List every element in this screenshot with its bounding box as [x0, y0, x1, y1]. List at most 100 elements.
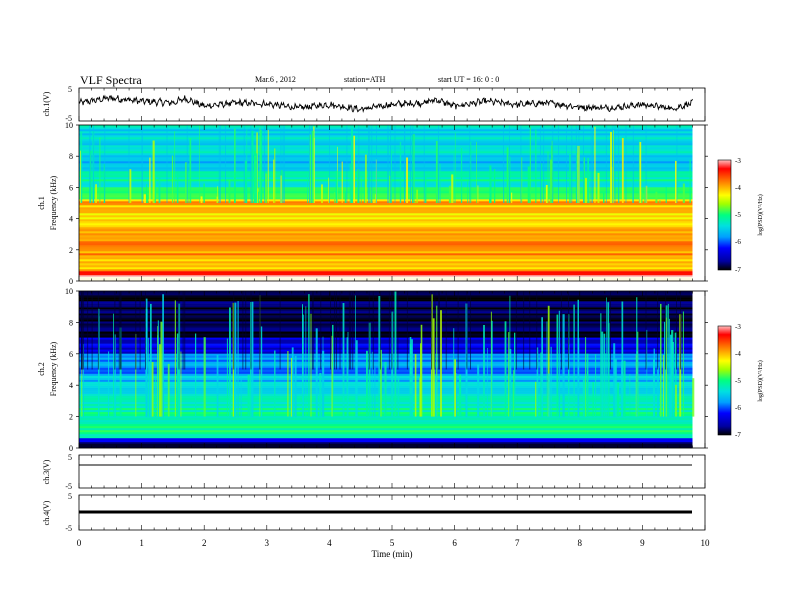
spectrogram-gap: [371, 125, 373, 203]
spectrogram-band: [79, 201, 693, 204]
spectrogram-burst: [195, 333, 197, 417]
spectrogram-burst: [347, 331, 349, 417]
spectrogram-band: [79, 171, 693, 174]
start-time-label: start UT = 16: 0 : 0: [438, 75, 499, 84]
spectrogram-band: [79, 263, 693, 266]
spectrogram-gap: [676, 291, 677, 370]
spectrogram-burst: [290, 358, 293, 417]
spectrogram-gap: [536, 291, 538, 370]
spectrogram-gap: [87, 291, 89, 370]
spectrogram-gap: [434, 291, 436, 370]
spectrogram-gap: [509, 125, 510, 203]
spectrogram-burst: [258, 191, 259, 203]
spectrogram-gap: [657, 291, 659, 370]
spectrogram-burst: [247, 374, 250, 417]
spectrogram-burst: [372, 201, 375, 203]
spectrogram-low-band: [79, 277, 693, 281]
ch4-ytick-top: 5: [68, 492, 72, 501]
spectrogram-burst: [514, 332, 516, 417]
spectrogram-band: [79, 179, 693, 182]
spectrogram-band: [79, 357, 693, 360]
spectrogram-gap: [348, 291, 350, 370]
spectrogram-burst: [157, 320, 159, 417]
spectrogram-band: [79, 331, 693, 334]
spectrogram-burst: [504, 321, 507, 417]
spectrogram-burst: [613, 130, 614, 203]
spectrogram-gap: [376, 125, 377, 203]
spectrogram-band: [79, 437, 693, 441]
ch2-freq-ticks: 0 2 4 6 8 10: [65, 287, 708, 453]
spectrogram-gap: [120, 291, 122, 370]
spectrogram-burst: [81, 356, 83, 417]
spectrogram-burst: [494, 169, 496, 203]
spectrogram-band: [79, 429, 693, 433]
spectrogram-gap: [309, 125, 310, 203]
spectrogram-burst: [558, 310, 560, 417]
spectrogram-low-band: [79, 444, 693, 448]
spectrogram-burst: [411, 339, 413, 417]
spectrogram-burst: [583, 157, 585, 203]
spectrogram-burst: [601, 331, 604, 417]
spectrogram-burst: [541, 317, 543, 417]
cb2-tick-m4: -4: [735, 350, 741, 358]
spectrogram-burst: [636, 351, 638, 417]
time-tick-label: 6: [452, 538, 457, 548]
spectrogram-burst: [200, 196, 203, 203]
spectrogram-band: [79, 169, 693, 172]
spectrogram-band: [79, 239, 693, 242]
spectrogram-gap: [320, 291, 322, 370]
spectrogram-gap: [119, 291, 121, 370]
spectrogram-band: [79, 313, 693, 316]
spectrogram-burst: [613, 343, 616, 417]
spectrogram-burst: [246, 129, 248, 203]
spectrogram-band: [79, 341, 693, 344]
spectrogram-burst: [203, 337, 206, 417]
spectrogram-band: [79, 205, 693, 208]
spectrogram-gap: [311, 125, 312, 203]
spectrogram-band: [79, 333, 693, 336]
spectrogram-burst: [260, 130, 263, 203]
spectrogram-band: [79, 299, 693, 302]
spectrogram-burst: [508, 332, 510, 417]
spectrogram-band: [79, 161, 693, 164]
ch3-ytick-bottom: -5: [65, 482, 72, 491]
spectrogram-burst: [217, 186, 218, 203]
spectrogram-burst: [302, 304, 303, 417]
spectrogram-band: [79, 215, 693, 218]
spectrogram-burst: [621, 138, 624, 203]
time-tick-label: 2: [202, 538, 207, 548]
spectrogram-burst: [621, 361, 623, 417]
spectrogram-band: [79, 127, 693, 130]
spectrogram-gap: [372, 291, 374, 370]
spectrogram-burst: [511, 192, 513, 203]
spectrogram-burst: [259, 127, 261, 203]
spectrogram-burst: [274, 350, 276, 417]
spectrogram-gap: [529, 291, 531, 370]
spectrogram-burst: [664, 321, 666, 417]
spectrogram-burst: [603, 193, 605, 203]
spectrogram-gap: [279, 291, 281, 370]
spectrogram-band: [79, 301, 693, 304]
spectrogram-band: [79, 323, 693, 326]
spectrogram-band: [79, 231, 693, 234]
spectrogram-gap: [469, 125, 471, 203]
spectrogram-band: [79, 223, 693, 226]
freq-tick-label: 2: [69, 246, 73, 255]
spectrogram-burst: [605, 353, 607, 417]
spectrogram-burst: [589, 198, 590, 203]
spectrogram-burst: [637, 331, 639, 417]
spectrogram-burst: [660, 303, 662, 417]
spectrogram-gap: [358, 125, 360, 203]
spectrogram-burst: [659, 200, 661, 203]
spectrogram-gap: [166, 125, 168, 203]
spectrogram-band: [79, 185, 693, 188]
spectrogram-burst: [663, 355, 664, 417]
spectrogram-burst: [80, 131, 83, 203]
spectrogram-gap: [410, 125, 411, 203]
spectrogram-gap: [583, 125, 584, 203]
spectrogram-band: [79, 441, 693, 445]
spectrogram-burst: [439, 163, 441, 203]
spectrogram-band: [79, 253, 693, 256]
spectrogram-burst: [380, 349, 382, 417]
spectrogram-band: [79, 237, 693, 240]
